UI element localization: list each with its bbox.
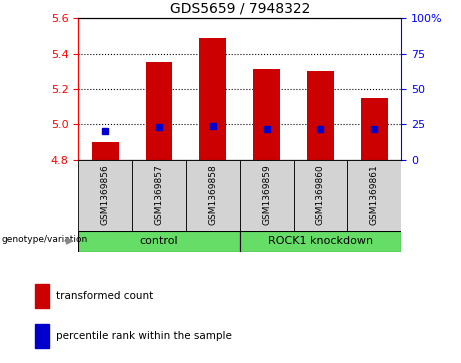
Text: transformed count: transformed count xyxy=(56,291,154,301)
Bar xyxy=(294,160,347,231)
Bar xyxy=(186,160,240,231)
Bar xyxy=(361,98,388,160)
Text: GSM1369859: GSM1369859 xyxy=(262,165,271,225)
Bar xyxy=(199,38,226,160)
Bar xyxy=(240,231,401,252)
Text: control: control xyxy=(140,236,178,246)
Text: GSM1369858: GSM1369858 xyxy=(208,165,217,225)
Bar xyxy=(35,284,48,308)
Text: genotype/variation: genotype/variation xyxy=(1,236,88,244)
Text: GSM1369857: GSM1369857 xyxy=(154,165,164,225)
Text: ROCK1 knockdown: ROCK1 knockdown xyxy=(268,236,373,246)
Bar xyxy=(78,160,132,231)
Bar xyxy=(240,160,294,231)
Bar xyxy=(92,142,119,160)
Bar xyxy=(78,231,240,252)
Bar xyxy=(146,62,172,160)
Text: GSM1369856: GSM1369856 xyxy=(101,165,110,225)
Text: GSM1369860: GSM1369860 xyxy=(316,165,325,225)
Bar xyxy=(307,71,334,160)
Bar xyxy=(253,69,280,160)
Bar xyxy=(347,160,401,231)
Bar xyxy=(35,324,48,348)
Title: GDS5659 / 7948322: GDS5659 / 7948322 xyxy=(170,1,310,16)
Text: GSM1369861: GSM1369861 xyxy=(370,165,378,225)
Bar xyxy=(132,160,186,231)
Text: percentile rank within the sample: percentile rank within the sample xyxy=(56,331,232,341)
